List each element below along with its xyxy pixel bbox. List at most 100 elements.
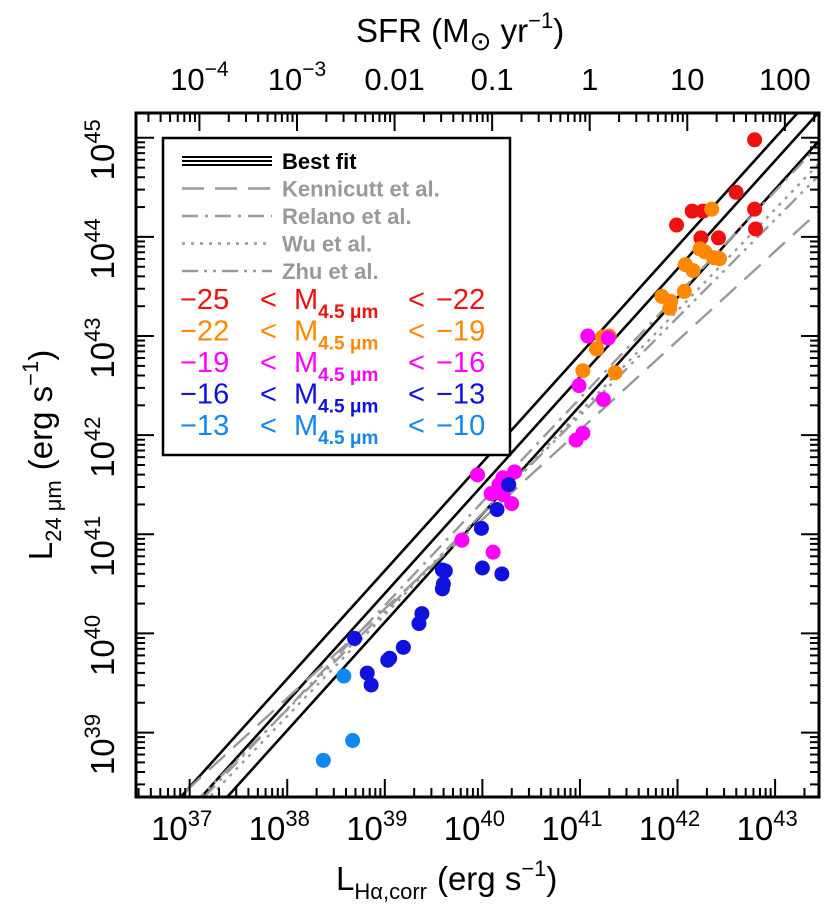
data-point — [345, 732, 361, 748]
data-point — [571, 378, 587, 394]
data-point — [575, 363, 591, 379]
data-point — [434, 581, 450, 597]
data-point — [575, 425, 591, 441]
top-tick-label: 10 — [670, 62, 704, 97]
data-point — [711, 230, 727, 246]
data-point — [684, 203, 700, 219]
legend-group-high: −13 — [436, 379, 485, 411]
legend-group-lt: < — [260, 410, 277, 442]
data-point — [748, 221, 764, 237]
data-point — [470, 467, 485, 483]
y-tick-label: 1043 — [80, 317, 121, 378]
x-tick-label: 1043 — [736, 806, 797, 847]
legend-group-low: −16 — [180, 379, 229, 411]
legend-group-lt: < — [408, 410, 425, 442]
data-point — [507, 464, 523, 480]
data-point — [595, 391, 611, 407]
x-tick-label: 1037 — [151, 806, 212, 847]
data-point — [693, 230, 709, 246]
legend-group-low: −19 — [180, 347, 229, 379]
data-point — [580, 328, 596, 344]
legend-label: Kennicutt et al. — [282, 177, 440, 202]
data-point — [607, 365, 623, 381]
legend-group-low: −25 — [180, 284, 229, 316]
legend-group-high: −22 — [436, 284, 485, 316]
legend-label: Zhu et al. — [282, 259, 379, 284]
data-point — [336, 668, 352, 684]
data-point — [747, 132, 763, 148]
legend-group-high: −19 — [436, 316, 485, 348]
legend: Best fit Kennicutt et al.Relano et al. Wu … — [161, 136, 512, 457]
legend-group-lt: < — [408, 347, 425, 379]
reference-line — [198, 174, 819, 797]
legend-label: Wu et al. — [282, 232, 372, 257]
x-tick-label: 1040 — [444, 806, 505, 847]
legend-group-high: −16 — [436, 347, 485, 379]
tick-labels: 1037 1038 1039 1040 1041 1042 1043 1039 1040 1041… — [80, 58, 811, 847]
data-point — [315, 752, 331, 768]
data-point — [363, 677, 379, 693]
legend-group-low: −13 — [180, 410, 229, 442]
top-tick-label: 10−4 — [170, 58, 229, 97]
top-tick-label: 0.1 — [471, 62, 514, 97]
legend-group-lt: < — [260, 379, 277, 411]
y-tick-label: 1045 — [80, 119, 121, 180]
data-points — [315, 132, 764, 768]
x-axis-title: LHα,corr (erg s−1) — [336, 856, 557, 904]
legend-group-m: M4.5 μm — [294, 316, 378, 355]
data-point — [662, 300, 678, 316]
legend-label: Relano et al. — [282, 204, 412, 229]
data-point — [728, 184, 744, 200]
data-point — [504, 496, 520, 512]
top-axis-title: SFR (M⊙ yr−1) — [356, 8, 564, 56]
top-tick-label: 100 — [759, 62, 811, 97]
data-point — [347, 630, 363, 646]
data-point — [411, 616, 427, 632]
data-point — [485, 544, 501, 560]
data-point — [395, 639, 411, 655]
legend-group-m: M4.5 μm — [294, 410, 378, 449]
data-point — [669, 217, 685, 233]
legend-group-lt: < — [408, 316, 425, 348]
data-point — [454, 532, 470, 548]
y-tick-label: 1044 — [80, 218, 121, 279]
y-tick-label: 1042 — [80, 417, 121, 478]
data-point — [600, 330, 616, 346]
top-tick-label: 0.01 — [364, 62, 424, 97]
data-point — [676, 283, 692, 299]
data-point — [711, 251, 727, 267]
legend-group-m: M4.5 μm — [294, 379, 378, 418]
data-point — [380, 652, 396, 668]
x-tick-label: 1039 — [346, 806, 407, 847]
x-tick-label: 1038 — [249, 806, 310, 847]
y-tick-label: 1040 — [80, 615, 121, 676]
x-tick-label: 1041 — [541, 806, 602, 847]
reference-line — [207, 162, 819, 797]
legend-box — [161, 136, 512, 457]
data-point — [704, 201, 720, 217]
data-point — [474, 560, 490, 576]
data-point — [501, 477, 517, 493]
data-point — [489, 502, 505, 518]
legend-group-high: −10 — [436, 410, 485, 442]
data-point — [359, 665, 375, 681]
data-point — [437, 563, 453, 579]
data-point — [685, 263, 701, 279]
y-tick-label: 1039 — [80, 714, 121, 775]
legend-group-lt: < — [260, 284, 277, 316]
legend-group-m: M4.5 μm — [294, 347, 378, 386]
x-tick-label: 1042 — [639, 806, 700, 847]
plot-frame — [134, 111, 821, 799]
data-point — [494, 566, 510, 582]
legend-group-m: M4.5 μm — [294, 284, 378, 323]
legend-label: Best fit — [282, 149, 357, 174]
legend-group-low: −22 — [180, 316, 229, 348]
legend-group-lt: < — [408, 379, 425, 411]
legend-group-lt: < — [260, 347, 277, 379]
data-point — [473, 520, 489, 536]
top-tick-label: 1 — [581, 62, 598, 97]
legend-group-lt: < — [408, 284, 425, 316]
legend-group-lt: < — [260, 316, 277, 348]
data-point — [747, 201, 763, 217]
